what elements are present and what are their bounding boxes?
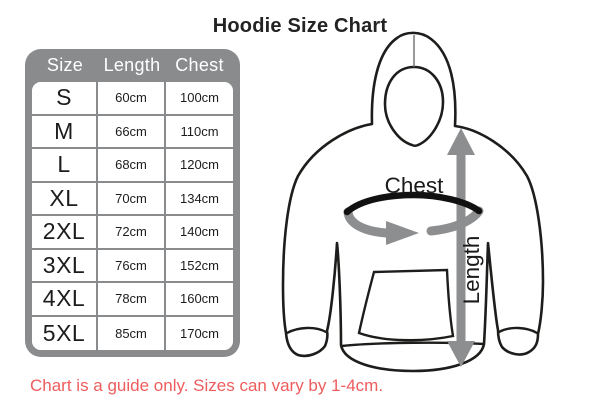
left-cuff-line: [285, 326, 328, 335]
chest-cell: 170cm: [166, 316, 233, 350]
hoodie-outline: [281, 31, 545, 373]
hoodie-diagram: Chest Length: [281, 31, 545, 373]
chest-cell: 140cm: [166, 216, 233, 250]
size-cell: L: [32, 149, 98, 183]
size-table-header-row: Size Length Chest: [32, 49, 233, 82]
table-row: 2XL 72cm 140cm: [32, 216, 233, 250]
table-row: XL 70cm 134cm: [32, 182, 233, 216]
size-cell: 2XL: [32, 216, 98, 250]
length-cell: 70cm: [98, 182, 166, 216]
table-row: L 68cm 120cm: [32, 149, 233, 183]
length-cell: 66cm: [98, 115, 166, 149]
size-cell: XL: [32, 182, 98, 216]
chest-cell: 120cm: [166, 149, 233, 183]
chest-cell: 134cm: [166, 182, 233, 216]
table-row: 3XL 76cm 152cm: [32, 249, 233, 283]
column-header-chest: Chest: [175, 55, 224, 75]
column-header-size: Size: [46, 55, 84, 75]
chest-loop-arrow-icon: [343, 191, 484, 245]
hood-face-opening: [383, 65, 445, 148]
column-header-length: Length: [103, 55, 161, 75]
chest-cell: 100cm: [166, 82, 233, 116]
size-table-body: S 60cm 100cm M 66cm 110cm L 68cm 120cm X…: [32, 82, 233, 350]
size-cell: 4XL: [32, 283, 98, 317]
length-cell: 76cm: [98, 249, 166, 283]
table-row: 5XL 85cm 170cm: [32, 316, 233, 350]
disclaimer-note: Chart is a guide only. Sizes can vary by…: [30, 376, 384, 395]
size-cell: 3XL: [32, 249, 98, 283]
length-cell: 85cm: [98, 316, 166, 350]
pocket-outline: [357, 268, 455, 342]
size-cell: S: [32, 82, 98, 116]
chest-cell: 160cm: [166, 283, 233, 317]
length-cell: 68cm: [98, 149, 166, 183]
chest-measure-label: Chest: [385, 173, 445, 198]
table-row: 4XL 78cm 160cm: [32, 283, 233, 317]
length-arrow-icon: [447, 128, 475, 367]
size-cell: M: [32, 115, 98, 149]
page-title: Hoodie Size Chart: [212, 15, 388, 37]
length-cell: 78cm: [98, 283, 166, 317]
length-cell: 60cm: [98, 82, 166, 116]
table-row: M 66cm 110cm: [32, 115, 233, 149]
size-cell: 5XL: [32, 316, 98, 350]
length-measure-label: Length: [459, 236, 484, 305]
table-row: S 60cm 100cm: [32, 82, 233, 116]
right-cuff-line: [497, 326, 539, 335]
chest-cell: 110cm: [166, 115, 233, 149]
length-cell: 72cm: [98, 216, 166, 250]
chest-cell: 152cm: [166, 249, 233, 283]
size-table: Size Length Chest S 60cm 100cm M 66cm 11…: [25, 49, 240, 357]
